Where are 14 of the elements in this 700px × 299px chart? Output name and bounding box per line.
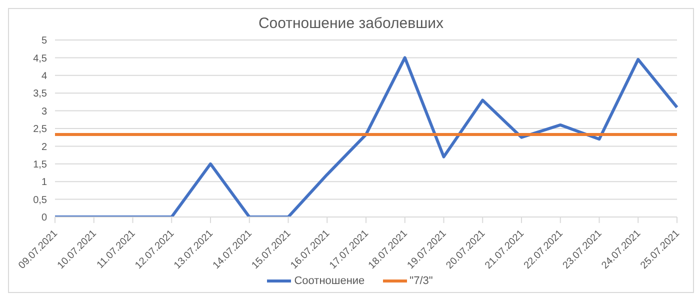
y-tick-label: 2,5 — [33, 124, 48, 136]
chart-title: Соотношение заболевших — [257, 15, 445, 32]
legend-label: Соотношение — [294, 275, 365, 287]
y-tick-label: 1,5 — [33, 159, 48, 170]
y-tick-label: 0 — [41, 212, 48, 224]
y-tick-label: 5 — [41, 36, 48, 47]
y-tick-label: 0,5 — [33, 194, 48, 206]
legend-label: "7/3" — [410, 275, 433, 287]
y-tick-label: 3,5 — [33, 88, 48, 100]
y-tick-label: 3 — [41, 106, 48, 118]
y-tick-label: 4 — [41, 70, 48, 82]
y-tick-label: 1 — [41, 177, 48, 188]
y-tick-label: 2 — [41, 142, 48, 153]
y-tick-label: 4,5 — [33, 53, 48, 64]
